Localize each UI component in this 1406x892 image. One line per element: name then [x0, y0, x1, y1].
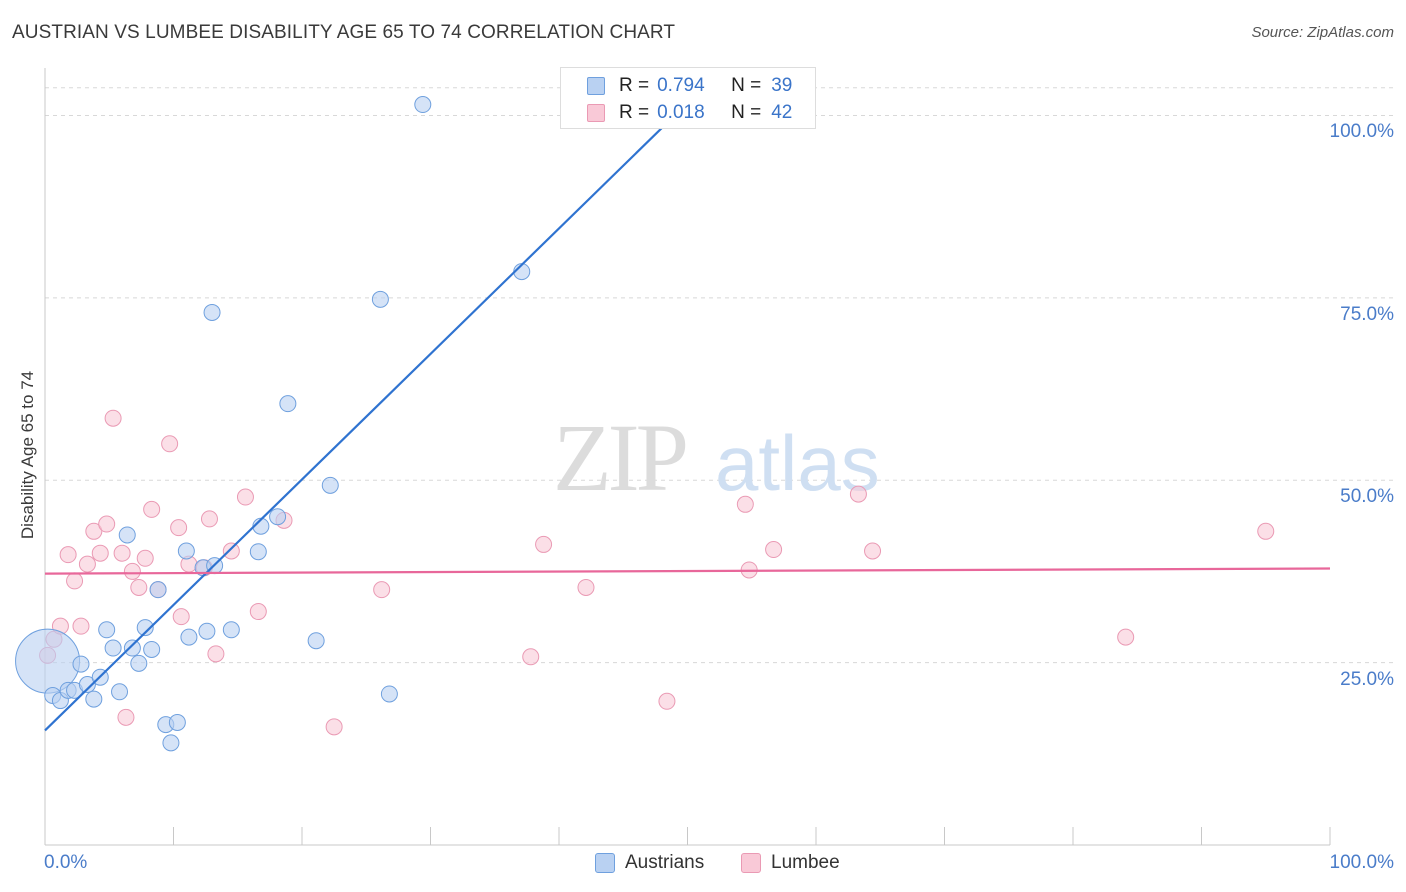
gridlines	[45, 87, 1395, 664]
y-tick-label: 100.0%	[1329, 121, 1394, 143]
r-value-lumbee: 0.018	[657, 102, 705, 123]
austrians-point	[168, 713, 186, 731]
austrians-point	[180, 628, 198, 646]
y-tick-label: 50.0%	[1340, 486, 1394, 508]
lumbee-point	[236, 488, 254, 506]
austrians-point	[149, 581, 167, 599]
austrians-point	[143, 640, 161, 658]
austrians-trendline	[44, 114, 676, 732]
lumbee-point	[207, 645, 225, 663]
axes	[44, 68, 1331, 846]
austrians-point	[321, 476, 339, 494]
austrians-point	[380, 685, 398, 703]
lumbee-point	[78, 555, 96, 573]
lumbee-point	[535, 535, 553, 553]
stats-row-lumbee: R = 0.018 N = 42	[587, 100, 792, 126]
legend: Austrians Lumbee	[0, 852, 1406, 878]
watermark-zip: ZIP	[553, 404, 686, 511]
chart-source: Source: ZipAtlas.com	[1251, 24, 1394, 41]
lumbee-point	[136, 549, 154, 567]
legend-item-austrians[interactable]: Austrians	[595, 852, 704, 874]
lumbee-point	[577, 578, 595, 596]
lumbee-point	[143, 500, 161, 518]
austrians-point	[198, 622, 216, 640]
lumbee-point	[249, 603, 267, 621]
austrians-point	[72, 655, 90, 673]
n-label: N =	[731, 102, 762, 123]
lumbee-point	[123, 562, 141, 580]
lumbee-point	[864, 542, 882, 560]
x-tick-min: 0.0%	[44, 852, 88, 873]
lumbee-point	[66, 572, 84, 590]
lumbee-point	[849, 485, 867, 503]
austrians-point	[203, 303, 221, 321]
lumbee-point	[72, 617, 90, 635]
stats-box: R = 0.794 N = 39 R = 0.018 N = 42	[560, 67, 816, 129]
r-label: R =	[619, 75, 650, 96]
legend-item-lumbee[interactable]: Lumbee	[741, 852, 840, 874]
lumbee-point	[172, 608, 190, 626]
lumbee-point	[1117, 628, 1135, 646]
lumbee-point	[85, 522, 103, 540]
lumbee-point	[170, 519, 188, 537]
austrians-swatch	[587, 77, 605, 95]
lumbee-point	[130, 578, 148, 596]
legend-label-lumbee: Lumbee	[771, 852, 840, 873]
r-label: R =	[619, 102, 650, 123]
austrians-point	[130, 654, 148, 672]
r-value-austrians: 0.794	[657, 75, 705, 96]
lumbee-point	[658, 692, 676, 710]
lumbee-point	[161, 435, 179, 453]
lumbee-point	[222, 542, 240, 560]
austrians-point	[98, 621, 116, 639]
lumbee-point	[200, 510, 218, 528]
austrians-point	[136, 619, 154, 637]
austrians-point	[177, 542, 195, 560]
chart-title: AUSTRIAN VS LUMBEE DISABILITY AGE 65 TO …	[12, 22, 676, 43]
y-tick-label: 25.0%	[1340, 668, 1394, 690]
austrians-point	[222, 621, 240, 639]
lumbee-point	[98, 515, 116, 533]
legend-label-austrians: Austrians	[625, 852, 705, 873]
austrians-point	[118, 526, 136, 544]
trendlines	[44, 114, 1331, 732]
lumbee-point	[1257, 522, 1275, 540]
austrians-point	[269, 508, 287, 526]
lumbee-trendline	[44, 567, 1331, 575]
austrians-point	[307, 632, 325, 650]
austrians-point	[162, 734, 180, 752]
lumbee-point	[325, 718, 343, 736]
austrians-point	[111, 683, 129, 701]
y-tick-label: 75.0%	[1340, 303, 1394, 325]
austrians-point	[85, 690, 103, 708]
lumbee-point	[522, 648, 540, 666]
n-value-lumbee: 42	[771, 102, 793, 123]
austrians-point	[78, 676, 96, 694]
stats-row-austrians: R = 0.794 N = 39	[587, 73, 792, 99]
lumbee-point	[736, 495, 754, 513]
austrians-point	[249, 543, 267, 561]
austrians-point	[123, 639, 141, 657]
lumbee-point	[765, 541, 783, 559]
n-value-austrians: 39	[771, 75, 793, 96]
lumbee-point	[59, 546, 77, 564]
austrians-point	[104, 639, 122, 657]
legend-swatch-lumbee	[741, 853, 761, 873]
austrians-points	[15, 96, 583, 752]
austrians-point	[279, 395, 297, 413]
lumbee-point	[373, 581, 391, 599]
x-tick-max: 100.0%	[1329, 852, 1394, 873]
lumbee-point	[104, 409, 122, 427]
lumbee-point	[91, 544, 109, 562]
legend-swatch-austrians	[595, 853, 615, 873]
lumbee-point	[117, 708, 135, 726]
austrians-point	[371, 290, 389, 308]
n-label: N =	[731, 75, 762, 96]
lumbee-swatch	[587, 104, 605, 122]
lumbee-point	[113, 544, 131, 562]
austrians-point	[414, 96, 432, 114]
